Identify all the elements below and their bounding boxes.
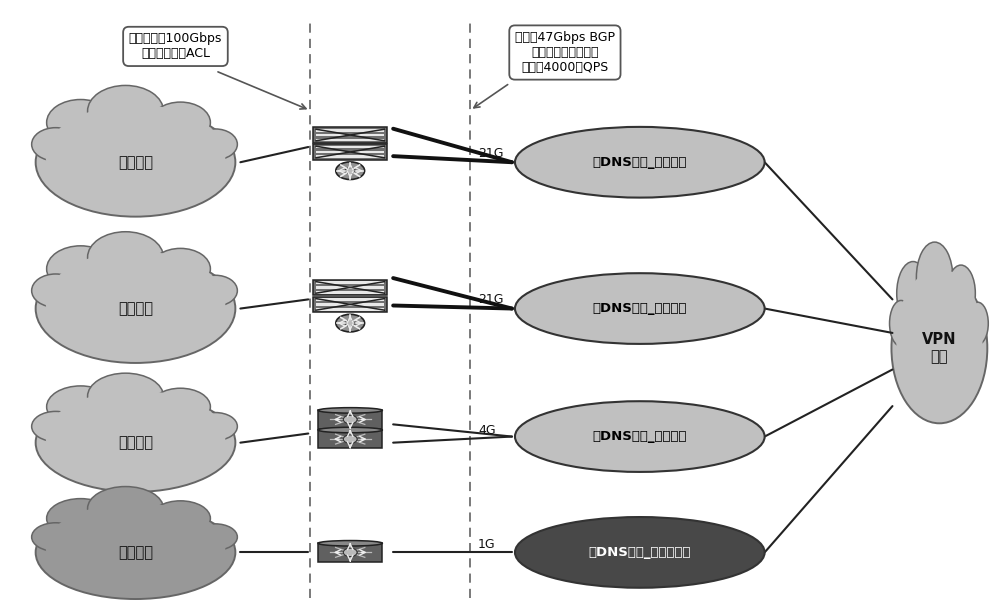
FancyBboxPatch shape	[316, 281, 384, 284]
Circle shape	[345, 167, 355, 174]
Text: 云DNS节点_美国芝加哥: 云DNS节点_美国芝加哥	[589, 546, 691, 559]
Text: 21G: 21G	[478, 147, 504, 159]
Ellipse shape	[896, 269, 983, 410]
FancyBboxPatch shape	[313, 280, 387, 295]
Ellipse shape	[318, 541, 382, 546]
FancyBboxPatch shape	[313, 144, 387, 159]
Ellipse shape	[890, 301, 913, 346]
Circle shape	[345, 320, 355, 326]
FancyBboxPatch shape	[313, 297, 387, 312]
Text: 21G: 21G	[478, 293, 504, 306]
FancyBboxPatch shape	[316, 146, 384, 148]
FancyBboxPatch shape	[316, 129, 384, 131]
Ellipse shape	[947, 265, 975, 321]
Text: VPN
管理: VPN 管理	[922, 332, 957, 364]
Ellipse shape	[515, 517, 765, 588]
Ellipse shape	[515, 127, 765, 197]
FancyBboxPatch shape	[318, 411, 382, 428]
Ellipse shape	[150, 102, 210, 143]
Circle shape	[343, 548, 357, 557]
Ellipse shape	[47, 386, 115, 428]
Ellipse shape	[46, 503, 225, 591]
Ellipse shape	[36, 393, 235, 492]
Ellipse shape	[193, 129, 237, 159]
Ellipse shape	[46, 104, 225, 207]
FancyBboxPatch shape	[316, 308, 384, 310]
FancyBboxPatch shape	[316, 139, 384, 141]
Text: 云DNS节点_江苏移动: 云DNS节点_江苏移动	[593, 430, 687, 443]
Ellipse shape	[32, 128, 80, 161]
Ellipse shape	[88, 373, 163, 420]
Ellipse shape	[891, 273, 987, 423]
Text: 云DNS节点_江苏电信: 云DNS节点_江苏电信	[593, 156, 687, 169]
Circle shape	[336, 162, 365, 180]
Ellipse shape	[88, 232, 163, 283]
Text: 中国移动: 中国移动	[118, 435, 153, 450]
FancyBboxPatch shape	[316, 291, 384, 294]
FancyBboxPatch shape	[316, 286, 384, 289]
Ellipse shape	[36, 506, 235, 599]
Ellipse shape	[88, 86, 163, 137]
Ellipse shape	[193, 524, 237, 550]
Ellipse shape	[47, 499, 115, 538]
Ellipse shape	[515, 401, 765, 472]
Text: 4G: 4G	[478, 424, 496, 437]
Text: 中国电信: 中国电信	[118, 155, 153, 170]
Ellipse shape	[515, 273, 765, 344]
Ellipse shape	[46, 251, 225, 353]
Ellipse shape	[88, 486, 163, 530]
Text: 1G: 1G	[478, 538, 496, 551]
Ellipse shape	[36, 108, 235, 217]
Ellipse shape	[32, 274, 80, 307]
Text: 中国联通: 中国联通	[118, 301, 153, 316]
Ellipse shape	[150, 501, 210, 536]
Circle shape	[336, 314, 365, 332]
Text: 带宽：47Gbps BGP
安全：抵御各种攻击
能力：4000万QPS: 带宽：47Gbps BGP 安全：抵御各种攻击 能力：4000万QPS	[515, 31, 615, 74]
FancyBboxPatch shape	[318, 430, 382, 448]
Ellipse shape	[36, 254, 235, 363]
Ellipse shape	[967, 302, 988, 345]
Ellipse shape	[32, 411, 80, 442]
Text: 国外所有: 国外所有	[118, 545, 153, 560]
Ellipse shape	[46, 390, 225, 483]
Ellipse shape	[318, 427, 382, 433]
Ellipse shape	[47, 100, 115, 145]
FancyBboxPatch shape	[316, 134, 384, 136]
FancyBboxPatch shape	[316, 303, 384, 306]
FancyBboxPatch shape	[313, 128, 387, 142]
Ellipse shape	[150, 388, 210, 425]
Text: 带宽：超过100Gbps
安全：初步的ACL: 带宽：超过100Gbps 安全：初步的ACL	[129, 32, 222, 60]
Circle shape	[343, 415, 357, 423]
Ellipse shape	[32, 523, 80, 551]
FancyBboxPatch shape	[318, 543, 382, 562]
Text: 云DNS节点_山东联通: 云DNS节点_山东联通	[593, 302, 687, 315]
Ellipse shape	[193, 412, 237, 441]
Circle shape	[343, 435, 357, 444]
Ellipse shape	[897, 262, 929, 325]
Ellipse shape	[47, 246, 115, 292]
Ellipse shape	[318, 408, 382, 413]
FancyBboxPatch shape	[316, 298, 384, 301]
Ellipse shape	[150, 249, 210, 290]
Ellipse shape	[193, 276, 237, 306]
Ellipse shape	[916, 242, 953, 313]
FancyBboxPatch shape	[316, 155, 384, 158]
FancyBboxPatch shape	[316, 150, 384, 153]
